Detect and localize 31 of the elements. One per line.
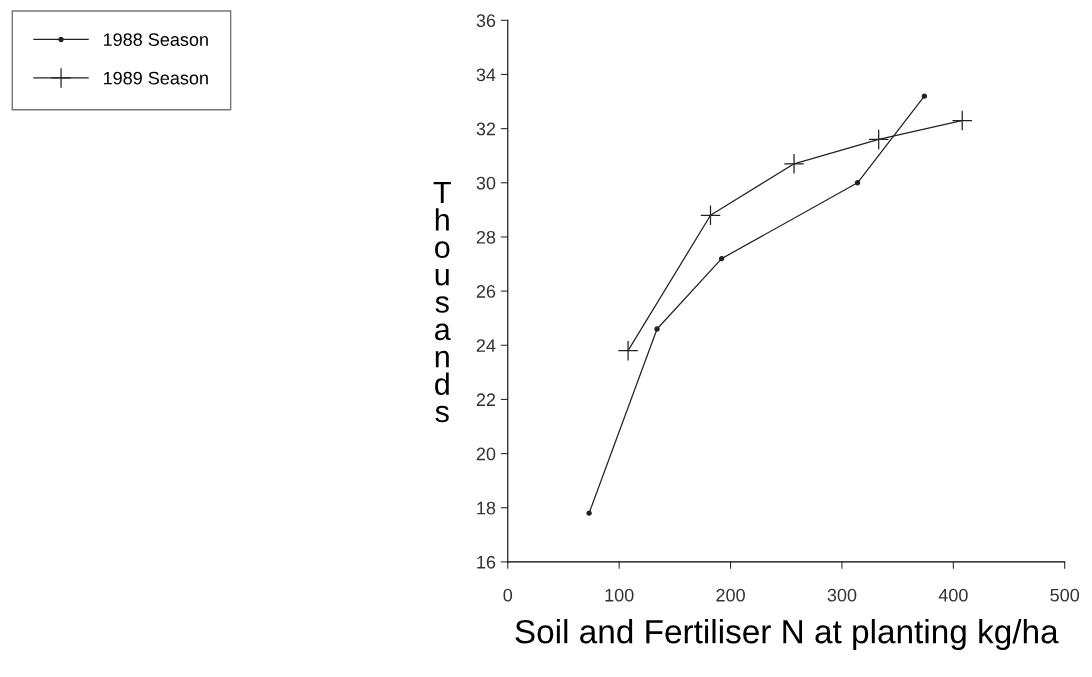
text: Thousands — [433, 182, 451, 423]
y-tick-label: 26 — [476, 285, 496, 298]
y-tick-label: 34 — [476, 68, 496, 82]
point — [783, 153, 805, 175]
point — [921, 93, 928, 99]
y-tick-label: 18 — [477, 501, 496, 515]
x-tick-label: 200 — [716, 588, 745, 602]
legend-label: 1988 Season — [103, 33, 208, 46]
point — [854, 180, 861, 186]
y-tick-label: 22 — [476, 393, 496, 406]
x-tick-label: 500 — [1050, 588, 1080, 602]
point — [700, 204, 721, 226]
x-tick-label: 400 — [938, 588, 968, 602]
y-tick-label: 28 — [476, 230, 496, 244]
legend-label: 1989 Season — [103, 71, 208, 85]
x-tick-label: 0 — [503, 588, 513, 602]
y-tick-label: 24 — [476, 339, 496, 352]
x-axis-title: Soil and Fertiliser N at planting kg/ha — [515, 619, 1059, 651]
point — [868, 129, 890, 150]
y-tick-label: 36 — [476, 14, 496, 28]
point — [718, 255, 725, 262]
point — [617, 340, 639, 362]
point — [951, 110, 973, 131]
y-tick-label: 20 — [476, 447, 496, 461]
x-tick-label: 300 — [827, 588, 857, 602]
y-tick-label: 30 — [476, 176, 496, 190]
y-tick-label: 16 — [477, 555, 496, 569]
point — [586, 510, 592, 516]
y-tick-label: 32 — [476, 122, 496, 136]
x-tick-label: 100 — [605, 588, 634, 602]
point — [654, 326, 660, 332]
